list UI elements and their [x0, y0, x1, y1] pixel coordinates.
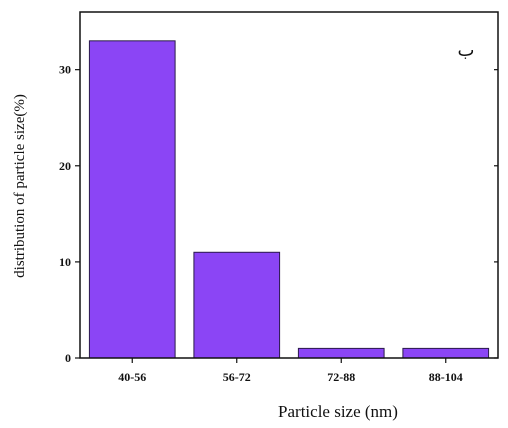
x-tick-label-40-56: 40-56: [118, 370, 146, 384]
plot-frame: [79, 11, 499, 359]
bar-56-72: [193, 251, 281, 359]
x-axis-title: Particle size (nm): [278, 402, 398, 421]
x-tick-label-56-72: 56-72: [223, 370, 251, 384]
bars-group: [88, 40, 490, 359]
x-tick-label-72-88: 72-88: [327, 370, 355, 384]
bar-72-88: [297, 347, 385, 359]
y-tick-label-20: 20: [59, 159, 71, 173]
y-tick-label-10: 10: [59, 255, 71, 269]
bar-40-56: [88, 40, 176, 359]
y-axis-title: distribution of particle size(%): [12, 94, 28, 278]
panel-annotation: ب: [458, 40, 475, 61]
axes-group: [79, 11, 499, 359]
ticks-group: 40-56 56-72 72-88 88-104 0 10 20 30: [59, 63, 498, 384]
bar-88-104: [402, 347, 490, 359]
y-tick-label-0: 0: [65, 351, 71, 365]
y-tick-label-30: 30: [59, 63, 71, 77]
x-tick-label-88-104: 88-104: [429, 370, 463, 384]
